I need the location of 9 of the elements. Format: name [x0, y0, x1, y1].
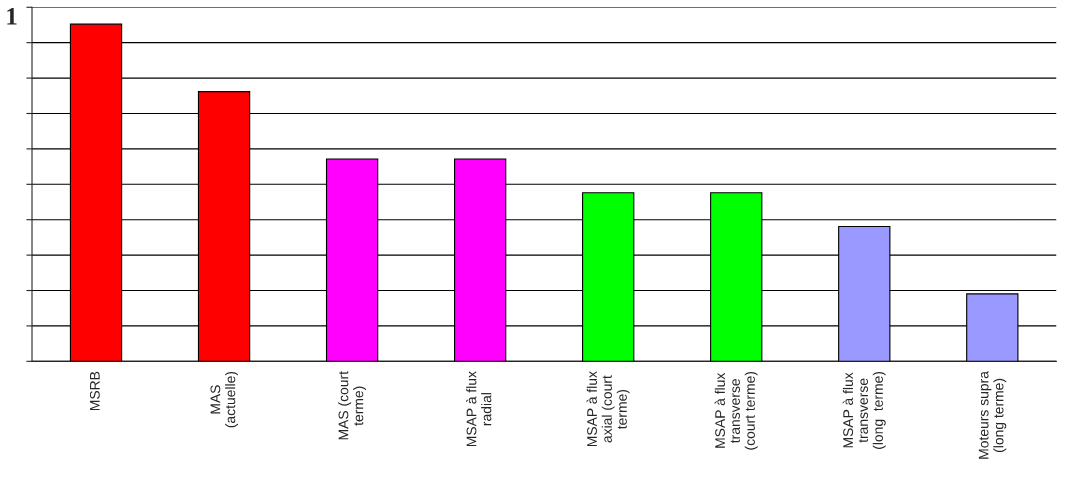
x-tick-label: MAS (court terme)	[338, 371, 367, 440]
x-tick-label: MSAP à flux transverse (long terme)	[842, 371, 886, 449]
x-tick-label: MSAP à flux radial	[466, 371, 492, 447]
x-tick-label: Moteurs supra (long terme)	[978, 371, 1007, 459]
x-tick-label: MSAP à flux axial (court terme)	[586, 371, 630, 447]
x-tick-label: MAS (actuelle)	[210, 371, 239, 428]
text: 1	[7, 8, 17, 25]
x-tick-label: MSAP à flux transverse (court terme)	[714, 371, 758, 450]
x-tick-label: MSRB	[89, 371, 100, 411]
